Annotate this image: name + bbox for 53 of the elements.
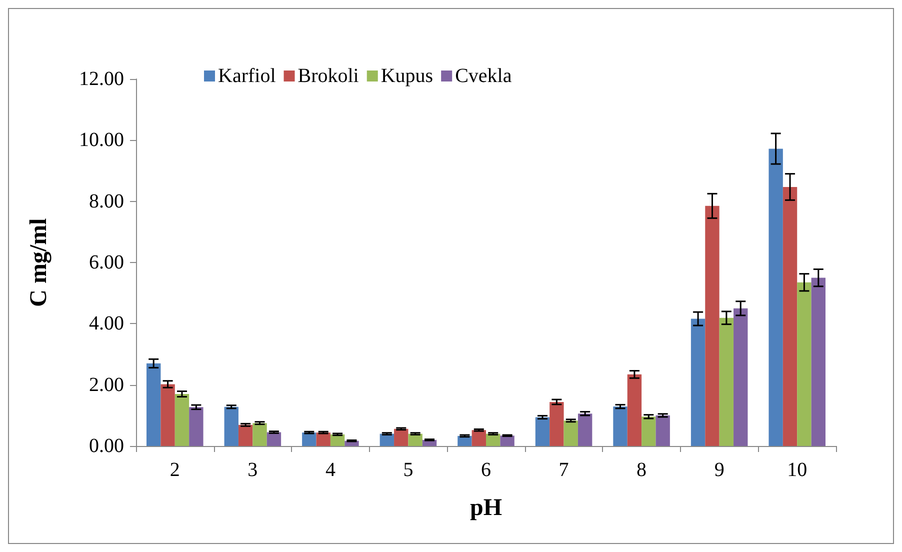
y-tick-label: 2.00 <box>89 374 124 396</box>
x-tick-label: 4 <box>325 459 336 481</box>
bar <box>189 407 204 446</box>
legend-label: Brokoli <box>298 65 360 87</box>
bar <box>564 420 578 446</box>
x-tick-label: 6 <box>481 459 491 481</box>
bar <box>394 428 408 446</box>
bar <box>782 186 798 446</box>
bar <box>146 363 161 446</box>
bar <box>705 206 720 446</box>
bar <box>160 384 175 446</box>
x-tick-label: 3 <box>248 459 258 481</box>
y-tick-label: 8.00 <box>89 190 124 212</box>
bar <box>316 432 330 446</box>
x-tick-label: 8 <box>636 459 647 481</box>
bar <box>330 434 345 446</box>
bar <box>627 374 642 446</box>
y-tick-label: 12.00 <box>79 68 124 90</box>
bar <box>768 148 783 446</box>
y-tick-label: 4.00 <box>89 312 124 335</box>
bar <box>535 417 550 446</box>
x-tick-label: 10 <box>787 459 808 481</box>
bar <box>578 414 592 446</box>
bar <box>174 394 190 446</box>
y-axis-title: C mg/ml <box>26 218 52 307</box>
bar <box>302 432 316 446</box>
x-tick-label: 5 <box>403 459 414 481</box>
bar <box>642 416 656 446</box>
bar <box>500 436 514 446</box>
y-tick-label: 10.00 <box>79 129 124 152</box>
bar <box>550 402 564 446</box>
bar <box>797 282 812 446</box>
bar <box>472 430 486 446</box>
bar <box>690 318 706 446</box>
bar <box>238 424 253 446</box>
bar <box>252 423 267 446</box>
bar <box>811 278 826 446</box>
bar <box>656 415 670 446</box>
bar <box>458 436 472 446</box>
bar <box>613 406 628 446</box>
legend-label: Kupus <box>380 65 434 87</box>
bar <box>734 308 748 446</box>
y-tick-label: 6.00 <box>89 252 124 274</box>
legend-label: Cvekla <box>455 65 512 87</box>
legend-label: Karfiol <box>218 65 276 87</box>
x-axis-title: pH <box>470 495 502 521</box>
x-tick-label: 7 <box>558 459 569 481</box>
bar <box>224 406 238 446</box>
y-tick-label: 0.00 <box>89 435 124 457</box>
x-tick-label: 2 <box>170 459 180 481</box>
bar <box>266 432 282 446</box>
bar <box>719 318 734 446</box>
x-tick-label: 9 <box>714 459 724 481</box>
